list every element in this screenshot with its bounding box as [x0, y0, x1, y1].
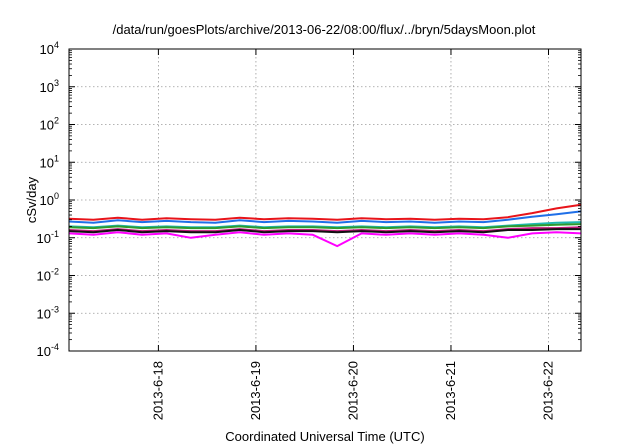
y-tick-base: 10	[37, 306, 51, 321]
y-tick-exponent: -2	[51, 267, 59, 277]
y-axis-label: cSv/day	[24, 176, 39, 223]
x-tick-label: 2013-6-20	[345, 361, 360, 420]
series-line-6	[68, 228, 581, 234]
y-tick-exponent: 2	[54, 116, 59, 126]
y-tick-base: 10	[40, 155, 54, 170]
grid-lines	[69, 48, 581, 352]
y-tick-exponent: -3	[51, 304, 59, 314]
x-tick-label: 2013-6-19	[248, 361, 263, 420]
x-axis-label: Coordinated Universal Time (UTC)	[225, 429, 424, 444]
series-line-2	[68, 210, 582, 224]
y-tick-base: 10	[40, 80, 54, 95]
y-tick-label: 10-3	[37, 304, 59, 321]
series-line-4	[68, 223, 582, 230]
y-tick-base: 10	[40, 193, 54, 208]
x-tick-label: 2013-6-21	[443, 361, 458, 420]
y-tick-base: 10	[37, 344, 51, 359]
chart-title: /data/run/goesPlots/archive/2013-06-22/0…	[113, 22, 536, 37]
y-tick-label: 100	[40, 191, 59, 208]
x-tick-label: 2013-6-22	[540, 361, 555, 420]
data-series	[68, 203, 582, 248]
y-tick-label: 10-1	[37, 229, 59, 246]
y-tick-base: 10	[37, 231, 51, 246]
y-tick-label: 102	[40, 116, 59, 133]
series-line-1	[68, 203, 582, 221]
y-tick-exponent: 0	[54, 191, 59, 201]
y-tick-exponent: 1	[54, 153, 59, 163]
y-tick-exponent: 3	[54, 78, 59, 88]
y-tick-exponent: -1	[51, 229, 59, 239]
y-tick-base: 10	[40, 118, 54, 133]
x-axis-ticks: 2013-6-18 2013-6-19 2013-6-20 2013-6-21 2013…	[150, 49, 555, 420]
y-tick-label: 103	[40, 78, 59, 95]
y-tick-label: 10-4	[37, 342, 59, 359]
series-line-7	[68, 231, 582, 248]
y-tick-base: 10	[40, 42, 54, 57]
y-tick-label: 104	[40, 40, 59, 57]
x-tick-label: 2013-6-18	[150, 361, 165, 420]
y-tick-base: 10	[37, 269, 51, 284]
y-tick-label: 10-2	[37, 267, 59, 284]
y-tick-exponent: 4	[54, 40, 59, 50]
y-tick-exponent: -4	[51, 342, 59, 352]
y-tick-label: 101	[40, 153, 59, 170]
